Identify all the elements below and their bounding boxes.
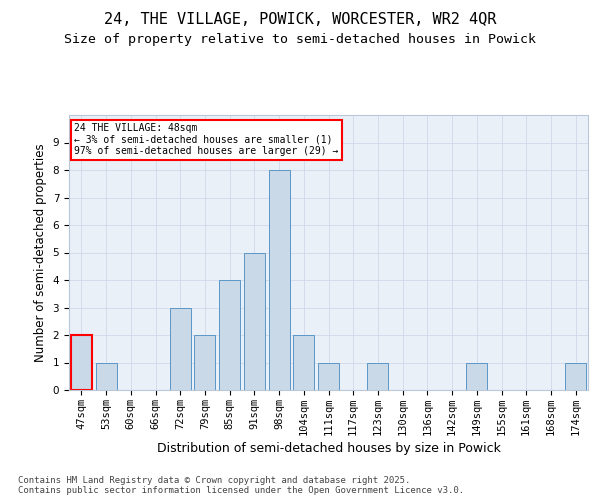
Bar: [71, 335, 92, 390]
Bar: [219, 280, 240, 390]
Text: Contains HM Land Registry data © Crown copyright and database right 2025.
Contai: Contains HM Land Registry data © Crown c…: [18, 476, 464, 495]
Bar: [293, 335, 314, 390]
Y-axis label: Number of semi-detached properties: Number of semi-detached properties: [34, 143, 47, 362]
Bar: [170, 308, 191, 390]
Bar: [367, 362, 388, 390]
Bar: [95, 362, 116, 390]
Bar: [318, 362, 339, 390]
Bar: [466, 362, 487, 390]
Bar: [244, 252, 265, 390]
Text: 24 THE VILLAGE: 48sqm
← 3% of semi-detached houses are smaller (1)
97% of semi-d: 24 THE VILLAGE: 48sqm ← 3% of semi-detac…: [74, 123, 338, 156]
Bar: [194, 335, 215, 390]
Bar: [565, 362, 586, 390]
Bar: [269, 170, 290, 390]
X-axis label: Distribution of semi-detached houses by size in Powick: Distribution of semi-detached houses by …: [157, 442, 500, 455]
Text: 24, THE VILLAGE, POWICK, WORCESTER, WR2 4QR: 24, THE VILLAGE, POWICK, WORCESTER, WR2 …: [104, 12, 496, 28]
Text: Size of property relative to semi-detached houses in Powick: Size of property relative to semi-detach…: [64, 32, 536, 46]
